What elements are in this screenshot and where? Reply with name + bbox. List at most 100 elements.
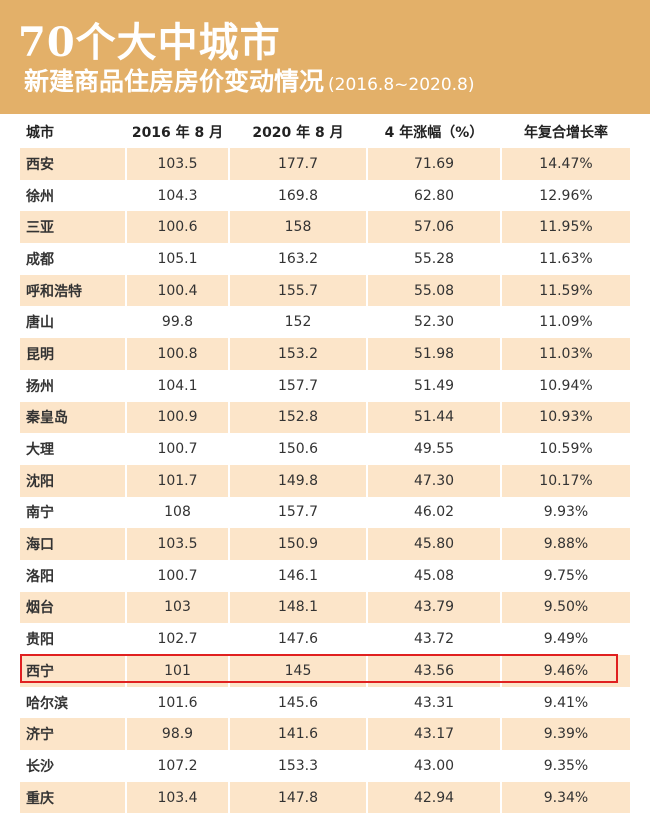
city-cell: 秦皇岛 bbox=[20, 401, 125, 434]
table-row: 成都 105.1 163.2 55.28 11.63% bbox=[20, 243, 630, 275]
index-2016-cell: 101.6 bbox=[125, 686, 228, 719]
cagr-cell: 9.41% bbox=[500, 686, 630, 719]
index-2020-cell: 149.8 bbox=[228, 464, 366, 497]
growth-cell: 47.30 bbox=[366, 464, 500, 497]
city-cell: 洛阳 bbox=[26, 568, 54, 585]
column-header-city: 城市 bbox=[26, 125, 54, 141]
city-cell: 大理 bbox=[26, 442, 54, 459]
index-2020-cell: 152.8 bbox=[228, 401, 366, 434]
table-row: 重庆 103.4 147.8 42.94 9.34% bbox=[20, 781, 630, 814]
table-row: 徐州 104.3 169.8 62.80 12.96% bbox=[20, 179, 630, 212]
table-row: 西安 103.5 177.7 71.69 14.47% bbox=[20, 148, 630, 180]
growth-cell: 43.00 bbox=[366, 750, 500, 782]
index-2016-cell: 100.4 bbox=[125, 274, 228, 307]
index-2020-cell: 177.7 bbox=[228, 148, 366, 180]
index-2020-cell: 141.6 bbox=[228, 718, 366, 751]
page-title: 70个大中城市 bbox=[18, 19, 281, 66]
city-cell: 哈尔滨 bbox=[26, 695, 68, 712]
table-row: 呼和浩特 100.4 155.7 55.08 11.59% bbox=[20, 274, 630, 307]
index-2016-cell: 104.3 bbox=[125, 179, 228, 212]
growth-cell: 55.08 bbox=[366, 274, 500, 307]
index-2016-cell: 107.2 bbox=[125, 750, 228, 782]
growth-cell: 57.06 bbox=[366, 211, 500, 244]
growth-cell: 43.17 bbox=[366, 718, 500, 751]
cagr-cell: 11.63% bbox=[500, 243, 630, 275]
index-2016-cell: 108 bbox=[125, 496, 228, 529]
table-row: 昆明 100.8 153.2 51.98 11.03% bbox=[20, 338, 630, 370]
city-cell: 南宁 bbox=[26, 505, 54, 522]
index-2016-cell: 100.6 bbox=[125, 211, 228, 244]
cagr-cell: 9.49% bbox=[500, 623, 630, 655]
city-cell: 西安 bbox=[20, 148, 125, 180]
table-body: 西安 103.5 177.7 71.69 14.47% 徐州 104.3 169.8 62.80… bbox=[20, 148, 630, 814]
index-2020-cell: 155.7 bbox=[228, 274, 366, 307]
growth-cell: 43.72 bbox=[366, 623, 500, 655]
index-2020-cell: 158 bbox=[228, 211, 366, 244]
header-banner: 70个大中城市 新建商品住房房价变动情况 (2016.8~2020.8) bbox=[0, 0, 650, 114]
index-2020-cell: 147.6 bbox=[228, 623, 366, 655]
cagr-cell: 9.75% bbox=[500, 559, 630, 592]
index-2016-cell: 103 bbox=[125, 591, 228, 624]
city-cell: 长沙 bbox=[26, 758, 54, 775]
cagr-cell: 14.47% bbox=[500, 148, 630, 180]
table-row: 扬州 104.1 157.7 51.49 10.94% bbox=[20, 369, 630, 402]
city-cell: 济宁 bbox=[20, 718, 125, 751]
table-row: 唐山 99.8 152 52.30 11.09% bbox=[20, 306, 630, 339]
cagr-cell: 9.35% bbox=[500, 750, 630, 782]
table-header-row: 城市 2016 年 8 月 2020 年 8 月 4 年涨幅（%） 年复合增长率 bbox=[20, 116, 630, 148]
table-row: 三亚 100.6 158 57.06 11.95% bbox=[20, 211, 630, 244]
cagr-cell: 9.50% bbox=[500, 591, 630, 624]
city-cell: 成都 bbox=[26, 251, 54, 268]
cagr-cell: 11.59% bbox=[500, 274, 630, 307]
growth-cell: 62.80 bbox=[366, 179, 500, 212]
city-cell: 海口 bbox=[20, 528, 125, 560]
city-cell: 烟台 bbox=[20, 591, 125, 624]
growth-cell: 43.56 bbox=[366, 655, 500, 687]
city-cell: 昆明 bbox=[20, 338, 125, 370]
price-table: 城市 2016 年 8 月 2020 年 8 月 4 年涨幅（%） 年复合增长率… bbox=[20, 116, 630, 814]
index-2020-cell: 145 bbox=[228, 655, 366, 687]
city-cell: 西宁 bbox=[20, 655, 125, 687]
cagr-cell: 9.34% bbox=[500, 781, 630, 814]
index-2020-cell: 145.6 bbox=[228, 686, 366, 719]
growth-cell: 51.98 bbox=[366, 338, 500, 370]
subtitle-text: 新建商品住房房价变动情况 bbox=[24, 67, 325, 96]
cagr-cell: 9.93% bbox=[500, 496, 630, 529]
table-row: 长沙 107.2 153.3 43.00 9.35% bbox=[20, 750, 630, 782]
index-2016-cell: 101 bbox=[125, 655, 228, 687]
city-cell: 三亚 bbox=[20, 211, 125, 244]
cagr-cell: 10.17% bbox=[500, 464, 630, 497]
cagr-cell: 11.95% bbox=[500, 211, 630, 244]
city-cell: 重庆 bbox=[20, 781, 125, 814]
index-2020-cell: 150.6 bbox=[228, 433, 366, 465]
cagr-cell: 12.96% bbox=[500, 179, 630, 212]
growth-cell: 49.55 bbox=[366, 433, 500, 465]
index-2020-cell: 153.2 bbox=[228, 338, 366, 370]
index-2016-cell: 100.8 bbox=[125, 338, 228, 370]
cagr-cell: 9.88% bbox=[500, 528, 630, 560]
table-row: 南宁 108 157.7 46.02 9.93% bbox=[20, 496, 630, 529]
table-row: 济宁 98.9 141.6 43.17 9.39% bbox=[20, 718, 630, 751]
growth-cell: 51.44 bbox=[366, 401, 500, 434]
index-2016-cell: 105.1 bbox=[125, 243, 228, 275]
column-header-2016: 2016 年 8 月 bbox=[125, 116, 228, 148]
index-2020-cell: 147.8 bbox=[228, 781, 366, 814]
cagr-cell: 11.09% bbox=[500, 306, 630, 339]
column-header-growth: 4 年涨幅（%） bbox=[366, 116, 500, 148]
table-row: 秦皇岛 100.9 152.8 51.44 10.93% bbox=[20, 401, 630, 434]
city-cell: 唐山 bbox=[26, 315, 54, 332]
index-2016-cell: 103.5 bbox=[125, 528, 228, 560]
index-2016-cell: 100.9 bbox=[125, 401, 228, 434]
table-row: 西宁 101 145 43.56 9.46% bbox=[20, 655, 630, 687]
city-cell: 呼和浩特 bbox=[20, 274, 125, 307]
cagr-cell: 10.93% bbox=[500, 401, 630, 434]
table-row: 哈尔滨 101.6 145.6 43.31 9.41% bbox=[20, 686, 630, 719]
city-cell: 扬州 bbox=[26, 378, 54, 395]
index-2020-cell: 157.7 bbox=[228, 496, 366, 529]
growth-cell: 45.80 bbox=[366, 528, 500, 560]
index-2016-cell: 99.8 bbox=[125, 306, 228, 339]
index-2016-cell: 102.7 bbox=[125, 623, 228, 655]
index-2020-cell: 150.9 bbox=[228, 528, 366, 560]
cagr-cell: 10.59% bbox=[500, 433, 630, 465]
index-2020-cell: 169.8 bbox=[228, 179, 366, 212]
